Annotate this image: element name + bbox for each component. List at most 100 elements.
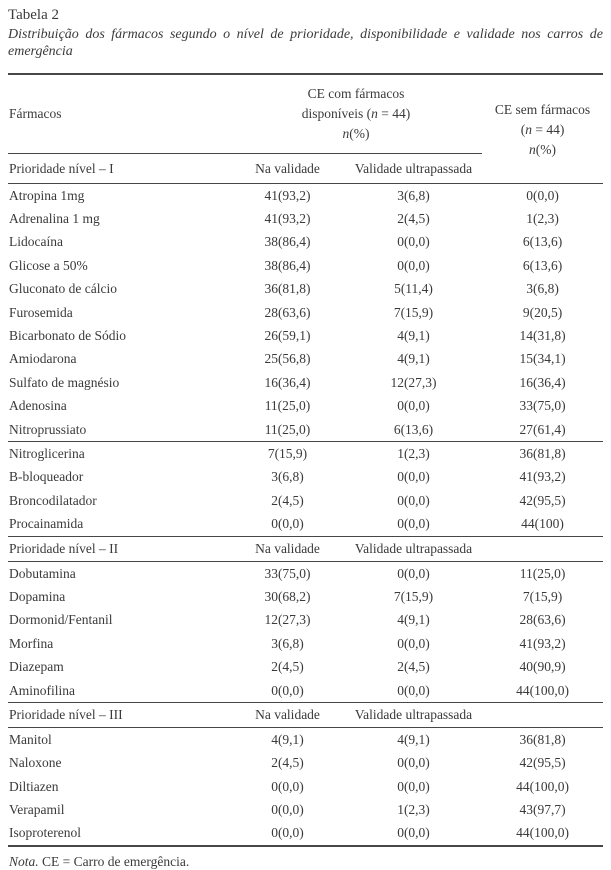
expired-count-cell: 0(0,0): [397, 398, 430, 414]
without-count-cell: 33(75,0): [519, 398, 566, 414]
without-count-cell: 6(13,6): [522, 257, 563, 273]
section-header-row: Prioridade nível – I Na validade Validade …: [8, 153, 604, 184]
drug-name-cell: Adrenalina 1 mg: [9, 211, 100, 227]
valid-count-cell: 41(93,2): [264, 211, 311, 227]
priority-level-label: Prioridade nível – II: [8, 535, 230, 562]
drug-name-cell: Glicose a 50%: [9, 257, 88, 273]
subheader-na-validade: Na validade: [230, 153, 345, 184]
valid-count-cell: 38(86,4): [264, 234, 311, 250]
subheader-na-validade: Na validade: [230, 702, 345, 729]
expired-count-cell: 7(15,9): [393, 304, 434, 320]
subheader-validade-ultrapassada: Validade ultrapassada: [345, 153, 483, 184]
drug-row: Gluconato de cálcio 36(81,8) 5(11,4) 3(6,8): [8, 278, 603, 301]
expired-count-cell: 7(15,9): [393, 588, 434, 604]
expired-count-cell: 0(0,0): [397, 234, 430, 250]
valid-count-cell: 0(0,0): [271, 516, 304, 532]
section-header-row: Prioridade nível – III Na validade Validad…: [8, 702, 604, 729]
table-caption: Tabela 2 Distribuição dos fármacos segun…: [8, 6, 603, 60]
header-line: (n = 44): [520, 122, 565, 138]
without-count-cell: 43(97,7): [519, 802, 566, 818]
drug-row: Adenosina 11(25,0) 0(0,0) 33(75,0): [8, 395, 603, 418]
drug-row: Nitroglicerina 7(15,9) 1(2,3) 36(81,8): [8, 442, 603, 466]
valid-count-cell: 16(36,4): [264, 374, 311, 390]
column-header-farmacos: Fármacos: [8, 74, 230, 154]
expired-count-cell: 4(9,1): [397, 328, 430, 344]
drug-name-cell: Diltiazen: [9, 778, 59, 794]
header-line: CE sem fármacos: [494, 102, 591, 118]
empty-cell: [482, 535, 604, 562]
expired-count-cell: 6(13,6): [345, 417, 483, 443]
valid-count-cell: 36(81,8): [264, 281, 311, 297]
expired-count-cell: 5(11,4): [394, 281, 433, 297]
without-count-cell: 16(36,4): [519, 374, 566, 390]
expired-count-cell: 0(0,0): [397, 565, 430, 581]
expired-count-cell: 0(0,0): [397, 682, 430, 698]
valid-count-cell: 11(25,0): [230, 417, 345, 443]
drug-name-cell: Sulfato de magnésio: [9, 374, 120, 390]
valid-count-cell: 7(15,9): [267, 445, 308, 461]
drug-name-cell: Broncodilatador: [9, 492, 97, 508]
valid-count-cell: 25(56,8): [264, 351, 311, 367]
drug-name-cell: Gluconato de cálcio: [9, 281, 117, 297]
subheader-validade-ultrapassada: Validade ultrapassada: [345, 702, 483, 729]
header-line: CE com fármacos: [307, 86, 405, 101]
without-count-cell: 6(13,6): [522, 234, 563, 250]
drug-name-cell: Manitol: [9, 731, 52, 747]
expired-count-cell: 0(0,0): [397, 778, 430, 794]
column-header-without-group: CE sem fármacos (n = 44) n(%): [482, 74, 603, 157]
subheader-na-validade: Na validade: [230, 535, 345, 562]
drug-row: Naloxone 2(4,5) 0(0,0) 42(95,5): [8, 752, 603, 775]
drug-name-cell: Dopamina: [9, 588, 66, 604]
valid-count-cell: 0(0,0): [271, 825, 304, 841]
expired-count-cell: 2(4,5): [397, 659, 430, 675]
header-line: disponíveis (n = 44): [301, 106, 411, 121]
table-title: Distribuição dos fármacos segundo o níve…: [8, 27, 603, 59]
without-count-cell: 7(15,9): [522, 588, 563, 604]
drug-name-cell: Nitroprussiato: [8, 417, 230, 443]
without-count-cell: 27(61,4): [482, 417, 604, 443]
valid-count-cell: 3(6,8): [271, 635, 304, 651]
priority-level-label: Prioridade nível – I: [8, 153, 230, 184]
drug-name-cell: Dormonid/Fentanil: [9, 612, 113, 628]
drug-row: Isoproterenol 0(0,0) 0(0,0) 44(100,0): [8, 822, 603, 846]
table-header-row: Fármacos CE com fármacos disponíveis (n =…: [8, 74, 603, 157]
without-count-cell: 44(100,0): [516, 825, 569, 841]
without-count-cell: 40(90,9): [519, 659, 566, 675]
valid-count-cell: 0(0,0): [271, 802, 304, 818]
drug-row: Amiodarona 25(56,8) 4(9,1) 15(34,1): [8, 348, 603, 371]
drug-row: Nitroprussiato 11(25,0) 6(13,6) 27(61,4): [8, 417, 604, 443]
valid-count-cell: 0(0,0): [271, 778, 304, 794]
without-count-cell: 41(93,2): [519, 635, 566, 651]
expired-count-cell: 4(9,1): [397, 351, 430, 367]
expired-count-cell: 3(6,8): [397, 187, 430, 203]
without-count-cell: 3(6,8): [526, 281, 559, 297]
drug-name-cell: Aminofilina: [9, 682, 75, 698]
without-count-cell: 15(34,1): [519, 351, 566, 367]
valid-count-cell: 2(4,5): [271, 755, 304, 771]
valid-count-cell: 30(68,2): [264, 588, 311, 604]
priority-level-label: Prioridade nível – III: [8, 702, 230, 729]
without-group-label: CE sem fármacos (n = 44) n(%): [482, 100, 603, 160]
subheader-validade-ultrapassada: Validade ultrapassada: [345, 535, 483, 562]
drug-name-cell: Morfina: [9, 635, 54, 651]
empty-cell: [482, 153, 604, 184]
without-count-cell: 36(81,8): [519, 731, 566, 747]
drug-name-cell: Dobutamina: [9, 565, 76, 581]
drug-row: Aminofilina 0(0,0) 0(0,0) 44(100,0): [8, 679, 603, 703]
without-count-cell: 14(31,8): [519, 328, 566, 344]
section-header-row: Prioridade nível – II Na validade Validade…: [8, 535, 604, 562]
without-count-cell: 44(100): [521, 516, 564, 532]
expired-count-cell: 0(0,0): [397, 755, 430, 771]
drug-row: Dormonid/Fentanil 12(27,3) 4(9,1) 28(63,6): [8, 609, 603, 632]
drug-name-cell: Verapamil: [9, 802, 65, 818]
drug-row: Procainamida 0(0,0) 0(0,0) 44(100): [8, 512, 603, 536]
expired-count-cell: 1(2,3): [397, 802, 430, 818]
drug-row: Bicarbonato de Sódio 26(59,1) 4(9,1) 14(31,…: [8, 324, 603, 347]
note-text: CE = Carro de emergência.: [42, 854, 190, 870]
drug-name-cell: Isoproterenol: [9, 825, 81, 841]
expired-count-cell: 0(0,0): [397, 492, 430, 508]
drug-row: Sulfato de magnésio 16(36,4) 12(27,3) 16(36…: [8, 371, 603, 394]
valid-count-cell: 26(59,1): [264, 328, 311, 344]
drug-name-cell: Procainamida: [9, 516, 84, 532]
valid-count-cell: 41(93,2): [264, 187, 311, 203]
